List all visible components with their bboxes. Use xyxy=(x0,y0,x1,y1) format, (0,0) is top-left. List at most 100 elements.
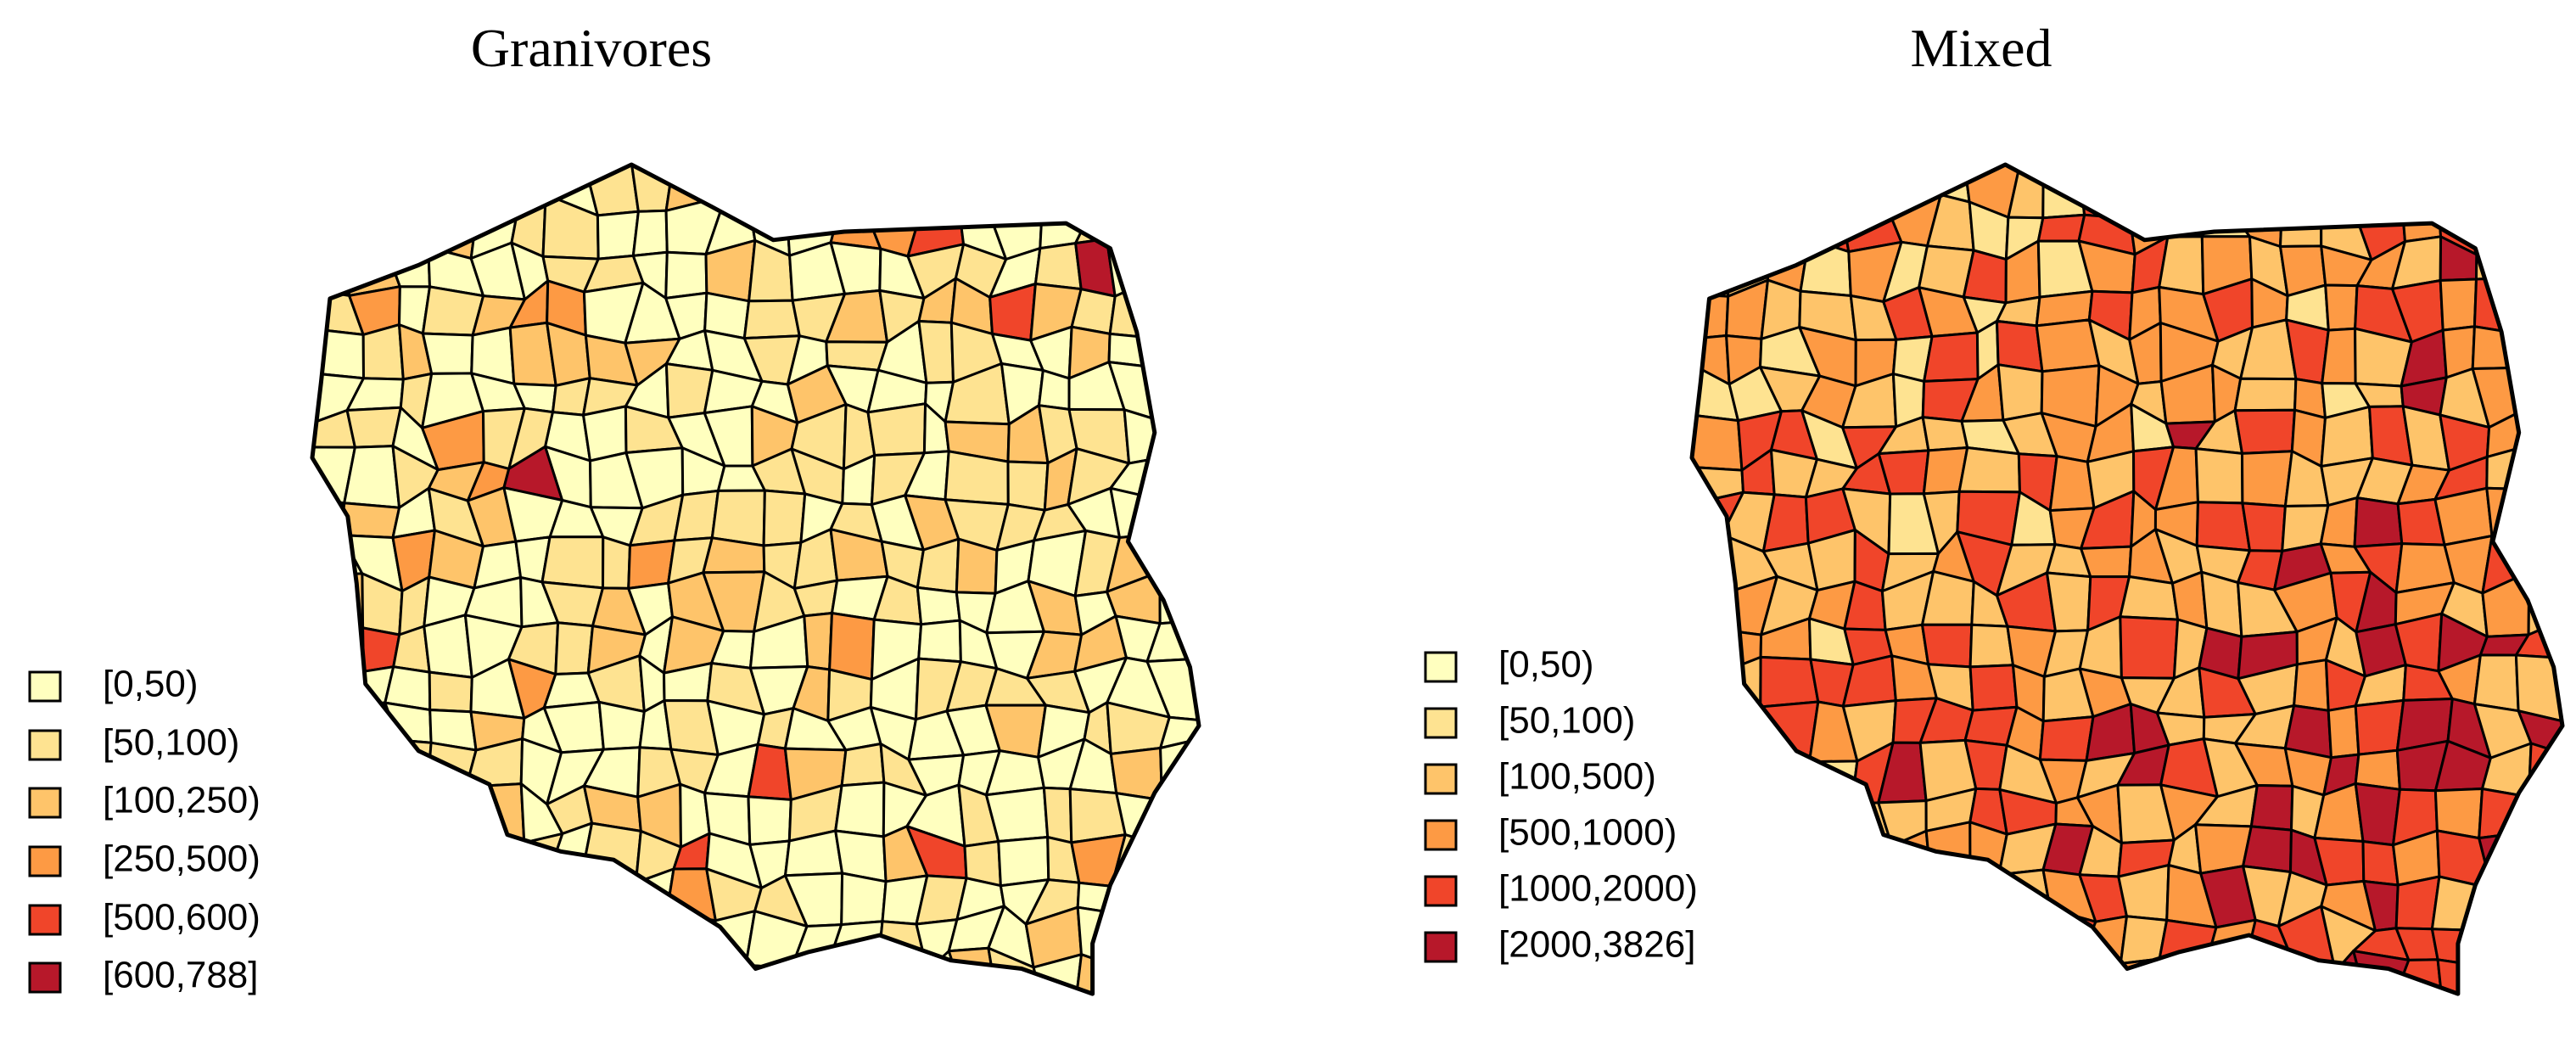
district xyxy=(624,911,669,969)
district xyxy=(2119,957,2176,995)
map-title: Mixed xyxy=(1910,18,2052,78)
district xyxy=(959,165,990,219)
district xyxy=(517,165,547,209)
district xyxy=(904,165,970,219)
district xyxy=(1692,253,1730,298)
district xyxy=(1692,958,1733,995)
district xyxy=(2514,653,2562,723)
district xyxy=(1123,408,1169,465)
district xyxy=(2527,787,2562,840)
district xyxy=(549,913,591,963)
district xyxy=(312,946,365,995)
legend-label: [600,788] xyxy=(103,955,259,996)
district xyxy=(361,323,405,381)
district xyxy=(785,165,844,205)
district xyxy=(379,201,445,249)
district xyxy=(356,946,403,995)
legend-label: [50,100) xyxy=(1498,700,1635,742)
legend-swatch xyxy=(1424,819,1458,851)
country-outline xyxy=(1689,162,2565,996)
district xyxy=(2353,496,2404,548)
district xyxy=(1802,863,1856,921)
district xyxy=(472,967,511,995)
district xyxy=(1800,946,1861,995)
district xyxy=(1692,754,1744,805)
district xyxy=(2327,704,2360,760)
district xyxy=(2158,957,2218,995)
legend-label: [50,100) xyxy=(103,722,239,764)
district xyxy=(2523,366,2562,422)
district xyxy=(2119,615,2180,680)
district xyxy=(866,402,927,457)
district xyxy=(2352,165,2405,212)
district xyxy=(1146,335,1199,368)
district xyxy=(1923,331,1980,383)
legend-swatch xyxy=(1424,707,1458,739)
district xyxy=(2354,698,2405,756)
district xyxy=(462,165,525,213)
district xyxy=(312,235,351,297)
district xyxy=(602,535,631,590)
district xyxy=(2278,960,2337,995)
district xyxy=(1151,874,1199,918)
district xyxy=(708,165,767,210)
district xyxy=(1883,165,1942,203)
district xyxy=(2523,407,2562,467)
district xyxy=(1759,655,1820,709)
district xyxy=(2076,165,2131,220)
district xyxy=(1740,874,1767,931)
district xyxy=(985,165,1044,208)
district xyxy=(2473,956,2521,995)
district xyxy=(1159,499,1199,541)
legend-swatch xyxy=(1424,875,1458,907)
district xyxy=(582,405,628,462)
district xyxy=(747,795,792,846)
district xyxy=(1105,237,1156,298)
district xyxy=(343,445,401,509)
district xyxy=(1968,664,2019,712)
district xyxy=(1033,242,1083,291)
district xyxy=(1957,446,2021,494)
district xyxy=(465,782,526,844)
district xyxy=(624,952,668,995)
district xyxy=(1877,829,1933,885)
district xyxy=(1840,165,1898,207)
district xyxy=(1766,197,1821,255)
district xyxy=(742,963,793,995)
district xyxy=(748,165,808,210)
district xyxy=(1038,368,1071,411)
district xyxy=(312,832,358,889)
district xyxy=(2080,545,2133,579)
legend-swatch xyxy=(1424,763,1458,795)
district xyxy=(343,782,404,845)
district xyxy=(1692,865,1744,928)
district xyxy=(1692,629,1744,666)
district xyxy=(312,619,365,674)
district xyxy=(2194,447,2244,505)
district xyxy=(2439,277,2478,332)
district xyxy=(1921,623,1974,669)
district xyxy=(1761,917,1819,970)
district xyxy=(1692,912,1744,971)
district xyxy=(2517,913,2562,963)
district xyxy=(1692,413,1744,472)
district xyxy=(2527,327,2562,376)
district xyxy=(1147,913,1199,969)
district xyxy=(1145,657,1199,721)
district xyxy=(1957,905,2018,963)
district xyxy=(916,586,961,626)
district xyxy=(1692,838,1744,877)
district xyxy=(1042,786,1073,844)
district xyxy=(2478,879,2526,932)
district xyxy=(1155,165,1199,201)
district xyxy=(1929,883,1972,928)
district xyxy=(540,535,605,590)
district xyxy=(596,210,640,261)
legend-label: [500,1000) xyxy=(1498,812,1677,854)
district xyxy=(312,703,355,763)
district xyxy=(2438,165,2475,219)
district xyxy=(434,823,483,878)
district xyxy=(581,868,637,921)
district xyxy=(1152,277,1199,340)
legend-label: [1000,2000) xyxy=(1498,868,1698,910)
